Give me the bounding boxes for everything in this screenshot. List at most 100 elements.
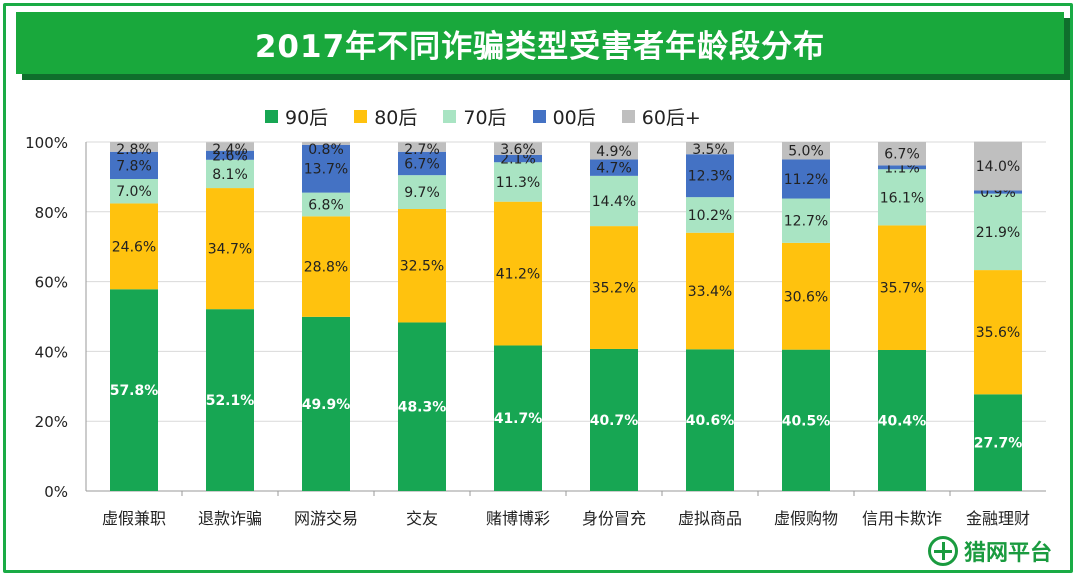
- data-label: 28.8%: [304, 260, 348, 276]
- data-label: 3.6%: [500, 142, 536, 158]
- legend-swatch: [265, 109, 278, 123]
- legend-item: 60后+: [621, 103, 701, 130]
- bar-segment: [782, 242, 830, 350]
- bar-segment: [398, 175, 446, 210]
- bar-segment: [494, 162, 542, 202]
- bar-segment: [974, 270, 1022, 395]
- data-label: 11.2%: [784, 172, 828, 188]
- bar-segment: [110, 289, 158, 491]
- data-label: 0.8%: [308, 142, 344, 158]
- data-label: 7.8%: [116, 158, 152, 174]
- legend-item: 90后: [265, 103, 328, 130]
- data-label: 24.6%: [112, 239, 156, 255]
- bar-segment: [110, 142, 158, 152]
- legend-swatch: [621, 109, 635, 123]
- data-label: 40.5%: [782, 413, 831, 429]
- data-label: 35.2%: [592, 281, 636, 297]
- x-tick-label: 身份冒充: [582, 509, 646, 528]
- bar-segment: [590, 142, 638, 160]
- y-tick-label: 80%: [35, 204, 68, 222]
- data-label: 33.4%: [688, 284, 732, 300]
- data-label: 16.1%: [880, 190, 924, 206]
- bar-segment: [302, 216, 350, 317]
- legend-label: 80后: [374, 106, 418, 129]
- x-tick-label: 金融理财: [966, 509, 1030, 528]
- data-label: 6.8%: [308, 197, 344, 213]
- legend: 90后 80后 70后 00后 60后+: [265, 103, 727, 129]
- bar-segment: [686, 154, 734, 198]
- outer-frame: [3, 3, 1073, 573]
- bar-segment: [974, 141, 1022, 191]
- y-tick-label: 60%: [35, 274, 68, 292]
- legend-swatch: [354, 109, 368, 123]
- data-label: 49.9%: [302, 397, 351, 413]
- data-label: 41.7%: [494, 411, 543, 427]
- data-label: 48.3%: [398, 400, 447, 416]
- data-label: 2.6%: [212, 148, 248, 164]
- legend-item: 80后: [354, 103, 417, 130]
- logo: 猎网平台: [928, 533, 1052, 569]
- bar-segment: [110, 178, 158, 204]
- data-label: 40.4%: [878, 414, 927, 430]
- data-label: 3.5%: [692, 142, 728, 158]
- x-tick-label: 退款诈骗: [198, 509, 262, 528]
- data-label: 21.9%: [976, 225, 1020, 241]
- bar-segment: [590, 175, 638, 227]
- logo-icon: [928, 536, 958, 566]
- bar-segment: [878, 350, 926, 491]
- data-label: 6.7%: [404, 156, 440, 172]
- data-label: 40.6%: [686, 413, 735, 429]
- bar-segment: [974, 394, 1022, 491]
- bar-segment: [494, 154, 542, 163]
- bar-segment: [974, 190, 1022, 194]
- x-tick-label: 虚假购物: [774, 509, 838, 528]
- bar-segment: [110, 151, 158, 179]
- bar-segment: [110, 203, 158, 290]
- legend-label: 90后: [285, 106, 329, 129]
- bar-segment: [302, 316, 350, 491]
- chart-title: 2017年不同诈骗类型受害者年龄段分布: [16, 12, 1064, 74]
- data-label: 27.7%: [974, 436, 1023, 452]
- bar-segment: [974, 193, 1022, 271]
- legend-label: 00后: [552, 106, 596, 129]
- data-label: 4.7%: [596, 161, 632, 177]
- x-tick-label: 虚拟商品: [678, 509, 742, 528]
- x-tick-label: 虚假兼职: [102, 509, 166, 528]
- x-tick-label: 信用卡欺诈: [862, 509, 942, 528]
- data-label: 41.2%: [496, 267, 540, 283]
- bar-segment: [878, 225, 926, 351]
- data-label: 52.1%: [206, 393, 255, 409]
- data-label: 35.6%: [976, 325, 1020, 341]
- data-label: 9.7%: [404, 185, 440, 201]
- bar-segment: [686, 197, 734, 233]
- data-label: 12.7%: [784, 214, 828, 230]
- y-tick-label: 0%: [44, 483, 68, 501]
- legend-item: 00后: [532, 103, 596, 130]
- bar-segment: [782, 198, 830, 243]
- bar-segment: [398, 142, 446, 152]
- data-label: 2.7%: [404, 142, 440, 158]
- data-label: 12.3%: [688, 169, 732, 185]
- data-label: 40.7%: [590, 413, 639, 429]
- bar-segment: [206, 142, 254, 151]
- bar-segment: [302, 192, 350, 217]
- bar-segment: [782, 349, 830, 491]
- bar-segment: [878, 169, 926, 226]
- data-label: 7.0%: [116, 184, 152, 200]
- legend-label: 60后+: [641, 106, 701, 129]
- bar-segment: [590, 159, 638, 176]
- bar-segment: [206, 188, 254, 310]
- logo-text: 猎网平台: [964, 541, 1053, 566]
- bar-segment: [398, 151, 446, 176]
- data-label: 8.1%: [212, 167, 248, 183]
- bar-segment: [302, 144, 350, 193]
- bar-segment: [878, 165, 926, 170]
- bar-segment: [686, 232, 734, 350]
- bar-segment: [398, 209, 446, 323]
- legend-item: 70后: [443, 103, 507, 130]
- data-label: 30.6%: [784, 289, 828, 305]
- data-label: 32.5%: [400, 259, 444, 275]
- x-tick-label: 交友: [406, 509, 438, 528]
- bar-segment: [686, 349, 734, 491]
